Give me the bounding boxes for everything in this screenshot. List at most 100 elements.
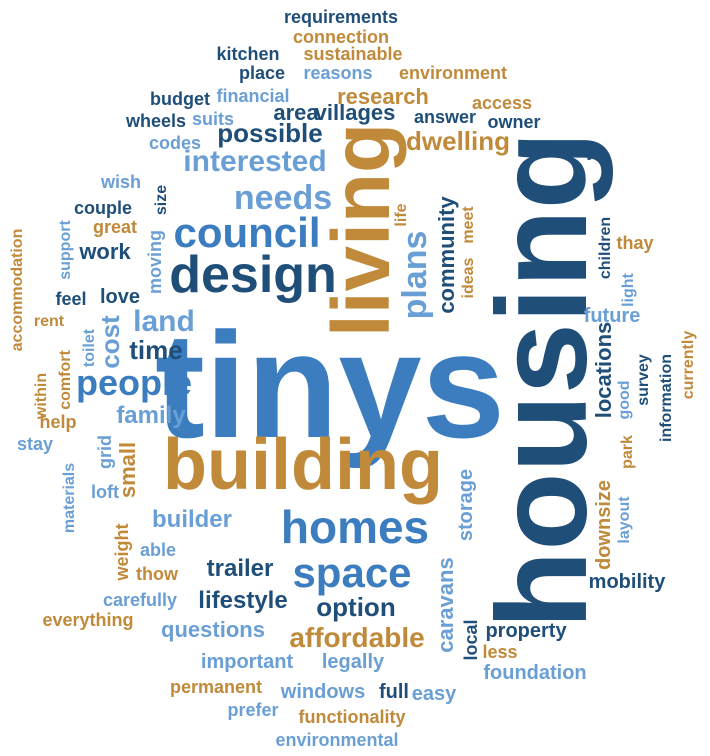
word: needs — [233, 179, 333, 217]
word: life — [393, 203, 410, 227]
word: weight — [112, 523, 132, 581]
word: possible — [217, 118, 323, 148]
word: local — [461, 619, 481, 661]
word: loft — [91, 482, 119, 502]
word: land — [133, 305, 195, 338]
word: thow — [136, 564, 178, 584]
word: design — [169, 246, 337, 304]
word: help — [39, 412, 77, 432]
word: ideas — [460, 257, 477, 299]
word: tinys — [154, 301, 506, 469]
word: community — [434, 196, 459, 314]
word: park — [619, 435, 636, 469]
word: full — [379, 681, 409, 703]
word: everything — [42, 610, 134, 630]
word: size — [153, 184, 170, 216]
word: legally — [321, 651, 385, 673]
word: windows — [280, 681, 366, 703]
word: currently — [680, 330, 697, 400]
word: affordable — [289, 622, 425, 653]
word: friendly — [531, 140, 597, 160]
word: light — [620, 273, 637, 307]
word: codes — [148, 133, 202, 153]
word: children — [597, 216, 614, 280]
word: able — [139, 540, 177, 560]
word: materials — [61, 462, 78, 534]
word: connection — [292, 27, 390, 47]
word: carefully — [102, 590, 178, 610]
word: building — [163, 425, 443, 505]
word: questions — [161, 617, 265, 642]
word: comfort — [57, 350, 74, 410]
word: interested — [183, 145, 327, 178]
word: property — [485, 620, 567, 642]
word: time — [129, 335, 183, 365]
word: storage — [455, 468, 477, 542]
word: good — [616, 380, 633, 420]
word: mobility — [588, 571, 666, 593]
word: homes — [280, 501, 430, 553]
word: less — [482, 642, 518, 662]
word: meet — [460, 206, 477, 244]
word: environmental — [275, 730, 399, 750]
word: area — [273, 100, 319, 125]
word: prefer — [227, 700, 279, 720]
word: feel — [55, 289, 87, 309]
word: easy — [411, 683, 457, 705]
word: family — [116, 402, 186, 429]
word: place — [238, 63, 286, 83]
word: accommodation — [9, 228, 26, 352]
word: lifestyle — [198, 587, 288, 614]
word: caravans — [433, 557, 458, 653]
word: sustainable — [303, 44, 403, 64]
word: answer — [413, 107, 477, 127]
word: thay — [616, 233, 654, 253]
word: plans — [396, 230, 434, 320]
word: foundation — [483, 662, 587, 684]
word: locations — [591, 321, 616, 419]
word: council — [173, 209, 321, 256]
word: wish — [100, 172, 142, 192]
word: suits — [191, 109, 235, 129]
word: trailer — [206, 555, 274, 582]
word: small — [115, 441, 140, 499]
word: owner — [487, 112, 541, 132]
word: reasons — [303, 63, 373, 83]
word: cost — [95, 315, 125, 369]
word: option — [316, 592, 396, 622]
word: living — [316, 122, 407, 338]
word: within — [33, 372, 50, 420]
word: permanent — [169, 677, 263, 697]
word: access — [471, 93, 533, 113]
word: housing — [471, 131, 614, 629]
word: people — [75, 362, 193, 403]
word: toilet — [81, 328, 98, 368]
word: love — [99, 286, 141, 308]
word: great — [92, 217, 138, 237]
word: requirements — [283, 7, 399, 27]
word: work — [79, 239, 131, 264]
word: survey — [635, 354, 652, 406]
word: builder — [151, 506, 233, 533]
word: information — [658, 354, 675, 442]
word: layout — [616, 496, 633, 544]
word: villages — [314, 100, 396, 125]
word: budget — [150, 89, 210, 109]
word: downsize — [593, 479, 615, 571]
word: kitchen — [216, 44, 280, 64]
word: stay — [16, 434, 54, 454]
word: functionality — [298, 707, 406, 727]
word: important — [200, 651, 294, 673]
word: financial — [216, 86, 290, 106]
word: moving — [145, 229, 165, 295]
word: support — [57, 220, 74, 280]
word: future — [583, 305, 641, 327]
word: rent — [33, 313, 65, 330]
word: space — [292, 549, 412, 596]
word: environment — [398, 63, 508, 83]
word: dwelling — [406, 126, 510, 156]
word: grid — [95, 435, 115, 469]
word: research — [337, 84, 429, 109]
word: couple — [73, 198, 133, 218]
